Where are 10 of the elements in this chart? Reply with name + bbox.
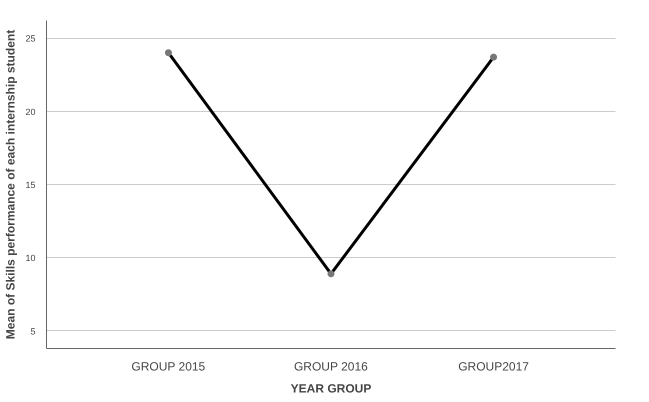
x-tick-label: GROUP2017 [458,360,530,374]
y-tick-label: 25 [25,34,36,44]
y-tick-label: 5 [30,326,36,336]
y-tick-label: 15 [25,180,36,190]
y-axis-title: Mean of Skills performance of each internship student [3,30,18,340]
y-tick-label: 20 [25,106,36,117]
x-axis-title: YEAR GROUP [290,382,372,396]
x-tick-label: GROUP 2016 [294,360,368,374]
x-tick-label: GROUP 2015 [131,360,206,374]
y-tick-label: 10 [25,253,36,264]
